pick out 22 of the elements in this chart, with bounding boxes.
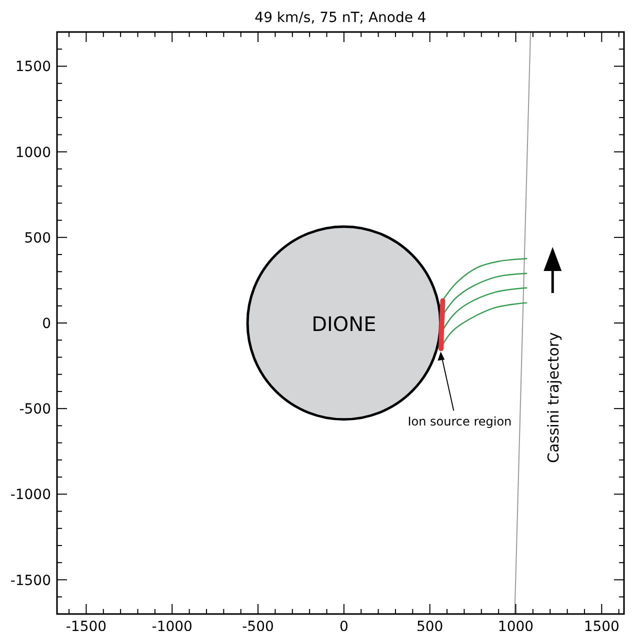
x-tick-label: 1000 bbox=[498, 619, 534, 635]
y-tick-label: -1000 bbox=[10, 487, 51, 504]
line-series bbox=[442, 287, 528, 332]
y-tick-label: 0 bbox=[42, 316, 51, 332]
line-series bbox=[441, 302, 528, 347]
chart-title: 49 km/s, 75 nT; Anode 4 bbox=[254, 10, 426, 26]
y-tick-label: 1500 bbox=[15, 59, 51, 76]
annotation: Cassini trajectory bbox=[544, 332, 563, 463]
x-tick-label: 500 bbox=[416, 619, 444, 635]
x-tick-label: 0 bbox=[339, 619, 348, 635]
x-tick-label: -1000 bbox=[152, 619, 192, 635]
x-tick-label: -1500 bbox=[66, 619, 107, 635]
y-tick-label: 1000 bbox=[15, 144, 51, 161]
y-tick-label: -1500 bbox=[10, 572, 51, 589]
y-tick-label: -500 bbox=[19, 402, 51, 418]
line-series bbox=[442, 258, 528, 300]
x-tick-label: -500 bbox=[242, 619, 274, 635]
y-tick-label: 500 bbox=[24, 230, 51, 246]
annotation: Ion source region bbox=[408, 414, 512, 429]
x-tick-label: 1500 bbox=[584, 619, 620, 635]
annotation: DIONE bbox=[312, 312, 376, 336]
line-series bbox=[442, 272, 528, 316]
